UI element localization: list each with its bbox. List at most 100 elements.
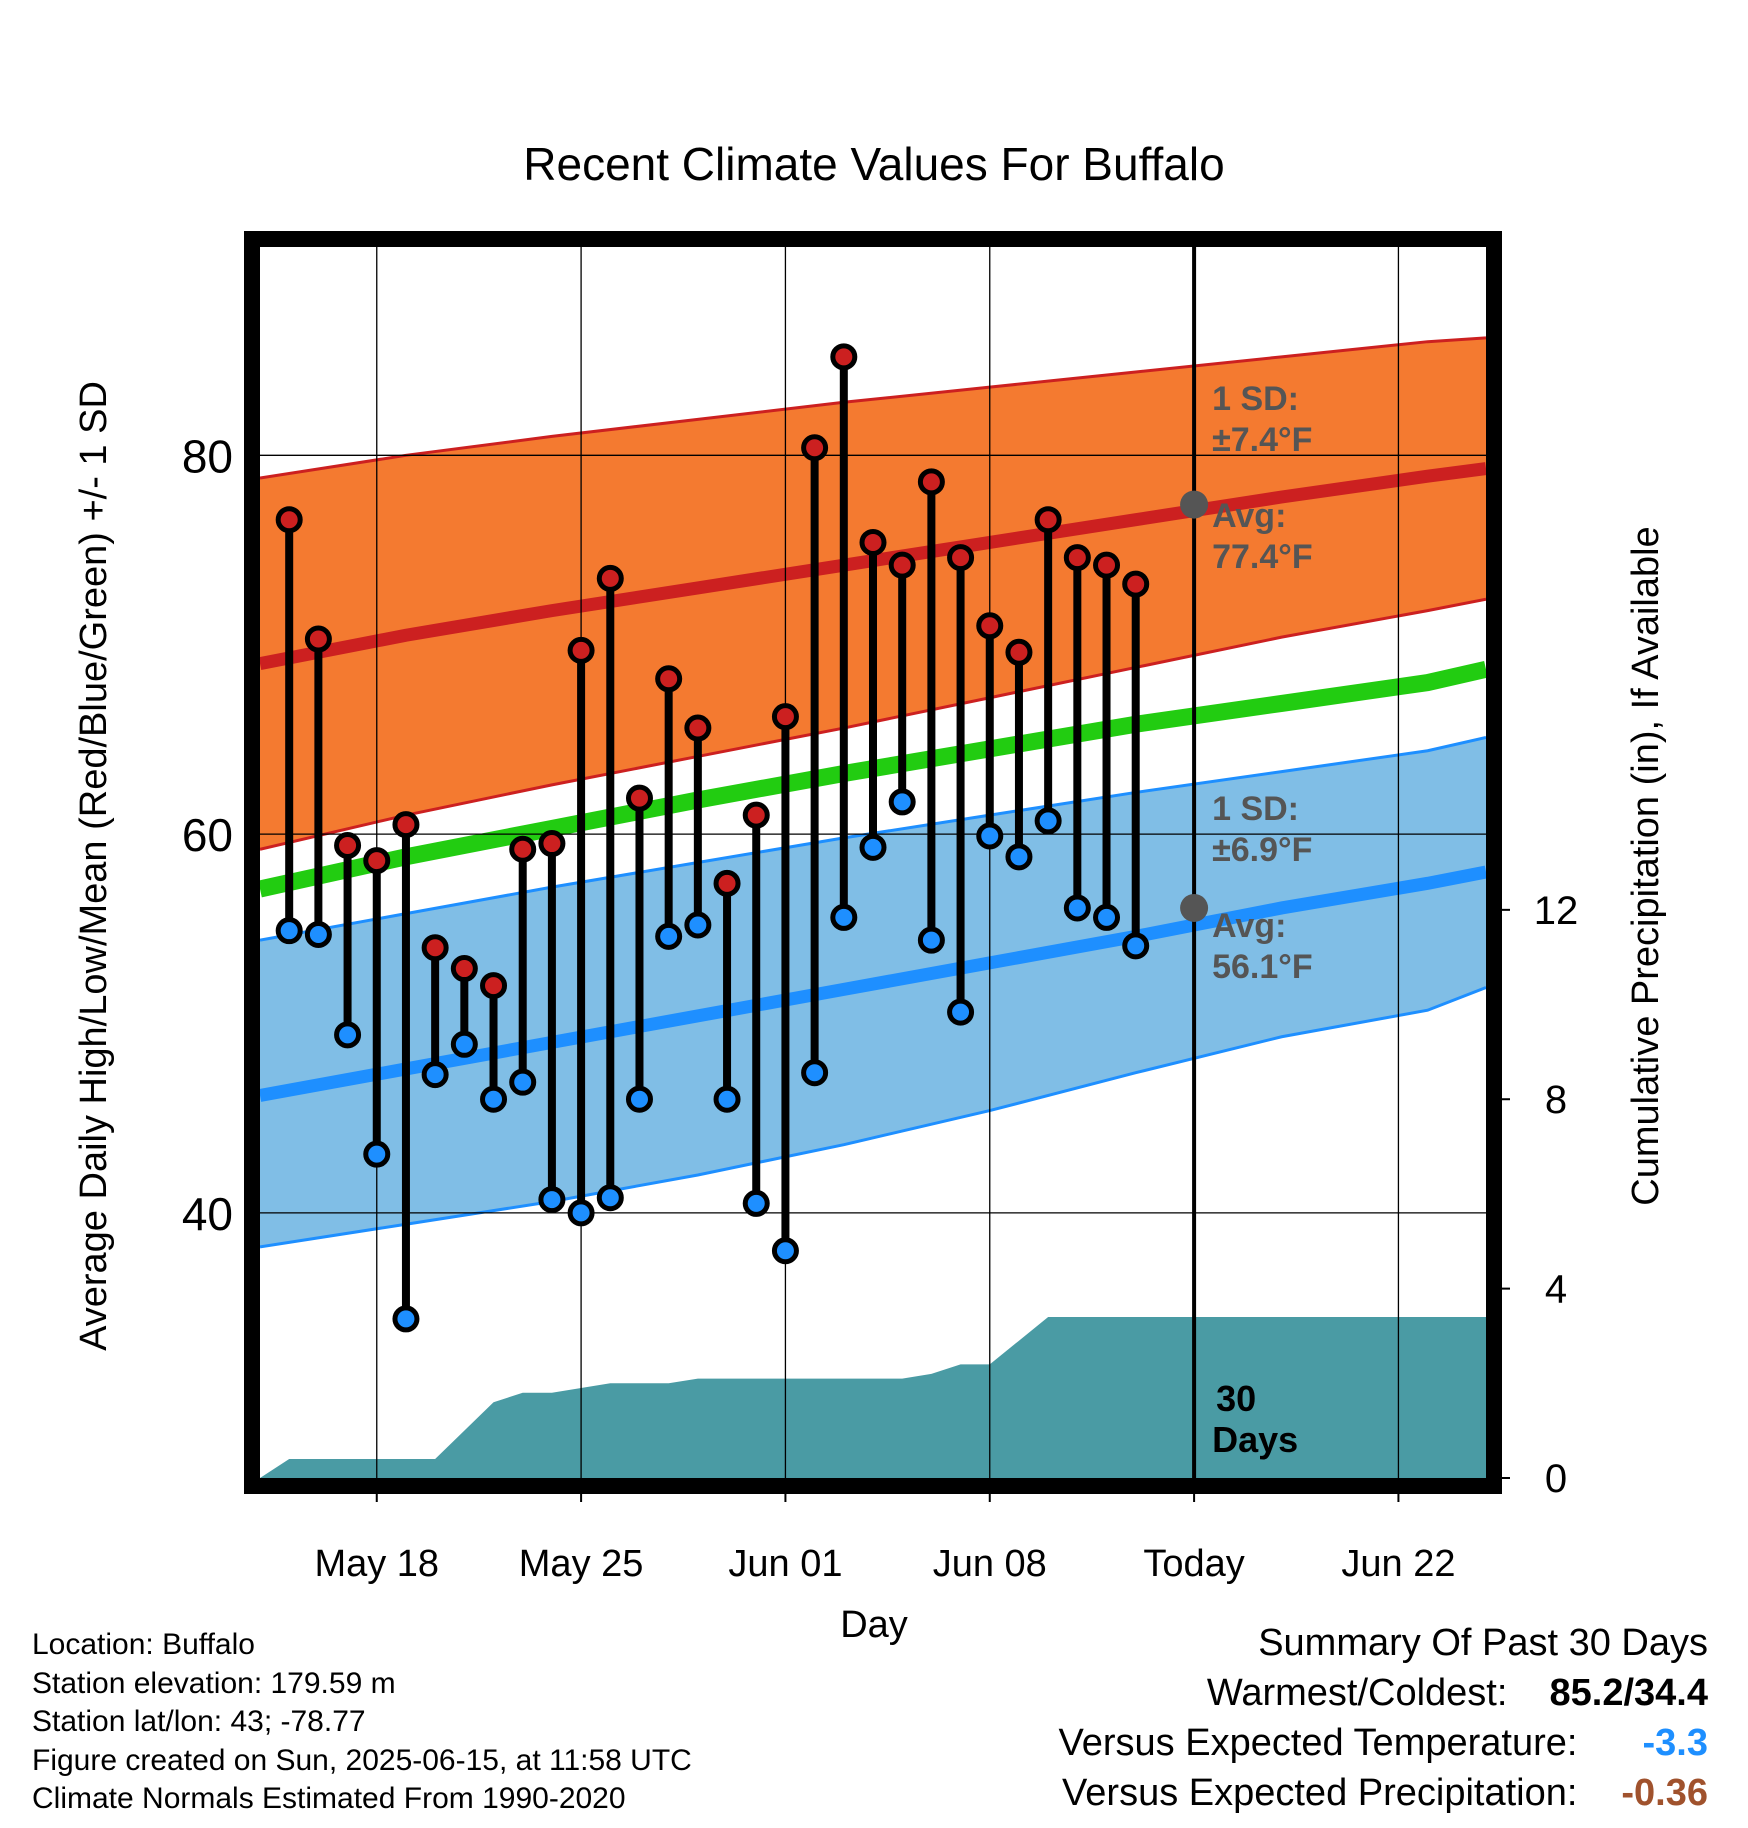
y-tick-label: 80 xyxy=(182,430,233,482)
low-temp-point xyxy=(509,1068,537,1096)
low-temp-point xyxy=(859,833,887,861)
low-temp-point xyxy=(830,903,858,931)
warm-cold-label: Warmest/Coldest: xyxy=(1206,1672,1508,1714)
high-temp-point xyxy=(830,343,858,371)
y2-tick-label: 8 xyxy=(1545,1078,1567,1122)
low-temp-point xyxy=(421,1061,449,1089)
high-temp-point xyxy=(392,811,420,839)
mean-line xyxy=(260,661,1486,898)
summary-title: Summary Of Past 30 Days xyxy=(1258,1622,1708,1664)
high-temp-point xyxy=(538,830,566,858)
high-temp-point xyxy=(421,934,449,962)
high-temp-point xyxy=(684,714,712,742)
high-sd-value: ±7.4°F xyxy=(1212,421,1312,459)
low-temp-point xyxy=(888,788,916,816)
low-temp-point xyxy=(801,1059,829,1087)
x-tick-label: Jun 01 xyxy=(728,1543,842,1585)
low-temp-point xyxy=(275,917,303,945)
low-temp-point xyxy=(947,998,975,1026)
low-temp-point xyxy=(567,1199,595,1227)
low-temp-point xyxy=(596,1184,624,1212)
high-temp-point xyxy=(1122,570,1150,598)
low-temp-point xyxy=(334,1021,362,1049)
low-avg-value: 56.1°F xyxy=(1212,948,1313,986)
low-temp-point xyxy=(304,920,332,948)
low-temp-point xyxy=(538,1186,566,1214)
high-temp-point xyxy=(304,625,332,653)
low-avg-label: Avg: xyxy=(1212,907,1286,945)
high-temp-point xyxy=(655,665,683,693)
latlon-text: Station lat/lon: 43; -78.77 xyxy=(32,1705,366,1738)
days-label-text: Days xyxy=(1212,1419,1298,1460)
low-temp-point xyxy=(480,1085,508,1113)
warm-cold-value: 85.2/34.4 xyxy=(1549,1672,1708,1714)
low-temp-point xyxy=(684,911,712,939)
high-temp-point xyxy=(275,506,303,534)
x-tick-label: Today xyxy=(1143,1543,1244,1585)
low-sd-upper-line xyxy=(260,736,1486,942)
low-temp-point xyxy=(1034,807,1062,835)
high-temp-point xyxy=(450,955,478,983)
y-tick-label: 60 xyxy=(182,809,233,861)
high-temp-point xyxy=(976,612,1004,640)
summary-panel: Summary Of Past 30 Days Warmest/Coldest:… xyxy=(1059,1618,1708,1818)
high-temp-point xyxy=(625,784,653,812)
normals-text: Climate Normals Estimated From 1990-2020 xyxy=(32,1782,626,1815)
high-avg-today-marker xyxy=(1180,490,1209,519)
high-temp-point xyxy=(1005,638,1033,666)
created-text: Figure created on Sun, 2025-06-15, at 11… xyxy=(32,1743,692,1777)
low-temp-point xyxy=(625,1085,653,1113)
high-temp-point xyxy=(1063,544,1091,572)
low-sd-band xyxy=(260,737,1486,1247)
x-tick-label: Jun 08 xyxy=(933,1543,1047,1585)
high-temp-point xyxy=(713,869,741,897)
x-tick-label: May 18 xyxy=(314,1543,439,1585)
high-temp-point xyxy=(1034,506,1062,534)
low-temp-point xyxy=(917,926,945,954)
low-avg-line xyxy=(260,865,1486,1102)
high-temp-point xyxy=(771,703,799,731)
low-temp-point xyxy=(1093,903,1121,931)
low-sd-label: 1 SD: xyxy=(1212,790,1299,828)
high-temp-point xyxy=(480,972,508,1000)
location-text: Location: Buffalo xyxy=(32,1628,255,1661)
temp-diff-label: Versus Expected Temperature: xyxy=(1058,1722,1578,1764)
high-temp-point xyxy=(509,835,537,863)
high-temp-point xyxy=(363,847,391,875)
high-temp-point xyxy=(888,551,916,579)
precip-diff-value: -0.36 xyxy=(1621,1772,1708,1814)
high-avg-label: Avg: xyxy=(1212,497,1286,535)
low-temp-point xyxy=(742,1189,770,1217)
low-temp-point xyxy=(363,1140,391,1168)
high-temp-point xyxy=(947,544,975,572)
x-tick-label: Jun 22 xyxy=(1341,1543,1455,1585)
high-sd-upper-line xyxy=(260,336,1486,480)
high-temp-point xyxy=(859,528,887,556)
x-tick-label: May 25 xyxy=(519,1543,644,1585)
low-temp-point xyxy=(976,822,1004,850)
y-tick-label: 40 xyxy=(182,1188,233,1240)
chart-title: Recent Climate Values For Buffalo xyxy=(523,138,1224,190)
low-avg-today-marker xyxy=(1180,893,1209,922)
high-avg-value: 77.4°F xyxy=(1212,538,1313,576)
elevation-text: Station elevation: 179.59 m xyxy=(32,1666,396,1700)
low-sd-value: ±6.9°F xyxy=(1212,831,1312,869)
y2-tick-label: 0 xyxy=(1545,1457,1567,1501)
low-temp-point xyxy=(392,1305,420,1333)
precip-area xyxy=(260,1317,1486,1478)
low-temp-point xyxy=(655,922,683,950)
days-label-number: 30 xyxy=(1216,1378,1256,1419)
temp-diff-row: Versus Expected Temperature: -3.3 xyxy=(1059,1718,1708,1768)
y-axis-label: Average Daily High/Low/Mean (Red/Blue/Gr… xyxy=(73,381,115,1351)
high-avg-line xyxy=(260,462,1486,671)
high-temp-point xyxy=(801,434,829,462)
plot-frame xyxy=(244,231,1502,1494)
high-temp-point xyxy=(917,468,945,496)
y2-tick-label: 12 xyxy=(1534,889,1579,933)
low-temp-point xyxy=(450,1030,478,1058)
high-temp-point xyxy=(1093,551,1121,579)
high-sd-lower-line xyxy=(260,597,1486,851)
low-temp-point xyxy=(1063,894,1091,922)
